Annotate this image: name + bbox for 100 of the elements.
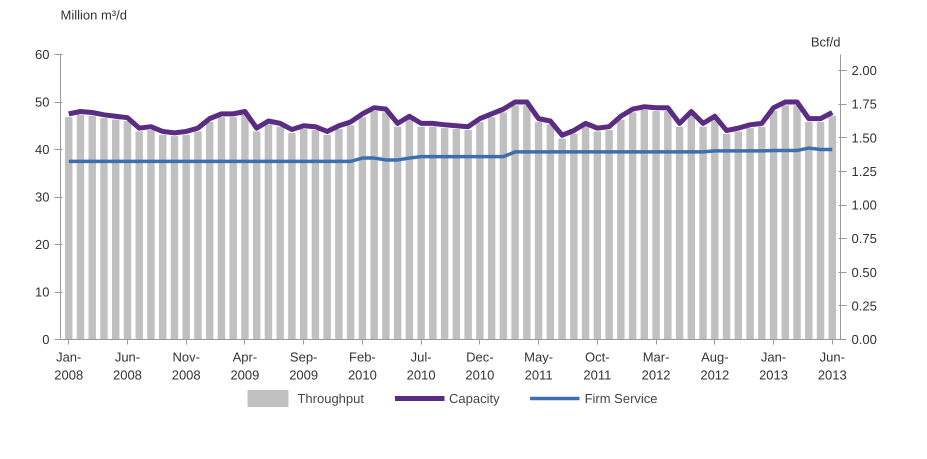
y-tick-label: 20 — [35, 237, 50, 252]
bar — [770, 111, 778, 340]
legend-label: Firm Service — [584, 390, 658, 406]
bar — [452, 129, 460, 340]
x-tick-label: May- 2011 — [524, 350, 554, 382]
y-tick-label: 40 — [35, 142, 50, 157]
bar — [605, 130, 613, 340]
bar — [734, 131, 742, 340]
bar — [793, 105, 801, 340]
bar — [570, 134, 578, 340]
bar — [429, 126, 437, 340]
y-axis-title: Million m³/d — [60, 8, 127, 22]
bar — [124, 120, 132, 340]
bar — [241, 114, 249, 340]
bar — [664, 111, 672, 340]
bar — [335, 129, 343, 340]
bar — [382, 112, 390, 340]
y2-tick-label: 2.00 — [852, 63, 877, 78]
bar — [500, 112, 508, 340]
bar — [652, 111, 660, 340]
bar — [805, 122, 813, 340]
bar — [64, 117, 72, 340]
x-tick-label: Jan- 2008 — [54, 350, 84, 382]
x-tick-label: Oct- 2011 — [583, 350, 612, 382]
bar — [300, 129, 308, 340]
bar — [112, 120, 120, 340]
x-tick-label: Jan- 2013 — [759, 350, 788, 382]
bar — [276, 126, 284, 340]
bar — [346, 125, 354, 340]
bar — [722, 134, 730, 340]
bar — [252, 131, 260, 340]
y2-tick-label: 0.25 — [852, 298, 877, 314]
y2-tick-label: 0.50 — [852, 264, 877, 280]
bar — [218, 117, 226, 340]
x-tick-label: Nov- 2008 — [172, 350, 201, 382]
bar — [406, 120, 414, 340]
bar — [100, 118, 108, 340]
bar — [558, 138, 566, 340]
bar — [628, 112, 636, 340]
bar — [229, 117, 237, 340]
x-tick-label: Dec- 2010 — [465, 350, 494, 382]
bar — [394, 126, 402, 340]
y2-tick-label: 0.00 — [852, 332, 877, 347]
legend-label: Throughput — [297, 390, 364, 406]
x-tick-label: Jun- 2013 — [818, 350, 847, 382]
bar — [640, 110, 648, 340]
x-tick-label: Jul- 2010 — [406, 350, 436, 382]
x-tick-label: Mar- 2012 — [642, 350, 671, 382]
bar — [546, 124, 554, 340]
bar — [170, 136, 178, 340]
bar — [88, 116, 96, 340]
y2-tick-label: 1.50 — [852, 130, 877, 146]
line-series — [66, 146, 834, 164]
x-tick-label: Feb- 2010 — [348, 350, 377, 382]
bar — [488, 117, 496, 340]
y2-tick-label: 1.75 — [852, 96, 877, 112]
bar — [158, 134, 166, 340]
y2-tick-label: 0.75 — [852, 231, 877, 246]
bar — [758, 126, 766, 340]
bar — [358, 117, 366, 340]
bar — [182, 134, 190, 340]
bar — [511, 105, 519, 340]
bar — [746, 128, 754, 340]
bar — [264, 124, 272, 340]
y-tick-label: 0 — [42, 332, 50, 347]
bar — [782, 105, 790, 340]
bar — [699, 126, 707, 340]
bar — [206, 122, 214, 340]
bar — [312, 130, 320, 340]
bar — [711, 120, 719, 340]
bar — [288, 132, 296, 340]
bar — [534, 122, 542, 340]
y2-tick-label: 1.25 — [852, 164, 877, 179]
bar — [676, 126, 684, 340]
bar — [440, 128, 448, 340]
bar — [816, 122, 824, 340]
y-tick-label: 30 — [35, 190, 50, 204]
bar — [594, 131, 602, 340]
bar — [147, 130, 155, 340]
bar — [688, 114, 696, 340]
bar — [370, 111, 378, 340]
y-tick-label: 10 — [35, 284, 50, 300]
bar — [417, 126, 425, 340]
bar — [617, 120, 625, 340]
x-tick-label: Sep- 2009 — [289, 350, 318, 382]
bar — [476, 122, 484, 340]
bar — [828, 116, 836, 340]
bar — [76, 114, 84, 340]
y2-axis-title: Bcf/d — [810, 34, 840, 50]
x-tick-label: Aug- 2012 — [700, 350, 730, 382]
y2-tick-label: 1.00 — [852, 198, 877, 213]
bar — [523, 105, 531, 340]
legend-label: Capacity — [448, 390, 500, 406]
y-tick-label: 50 — [35, 94, 50, 110]
bar — [135, 131, 143, 340]
bar — [194, 131, 202, 340]
bar — [323, 134, 331, 340]
x-tick-label: Apr- 2009 — [230, 350, 260, 382]
x-tick-label: Jun- 2008 — [113, 350, 142, 382]
bar — [464, 130, 472, 340]
